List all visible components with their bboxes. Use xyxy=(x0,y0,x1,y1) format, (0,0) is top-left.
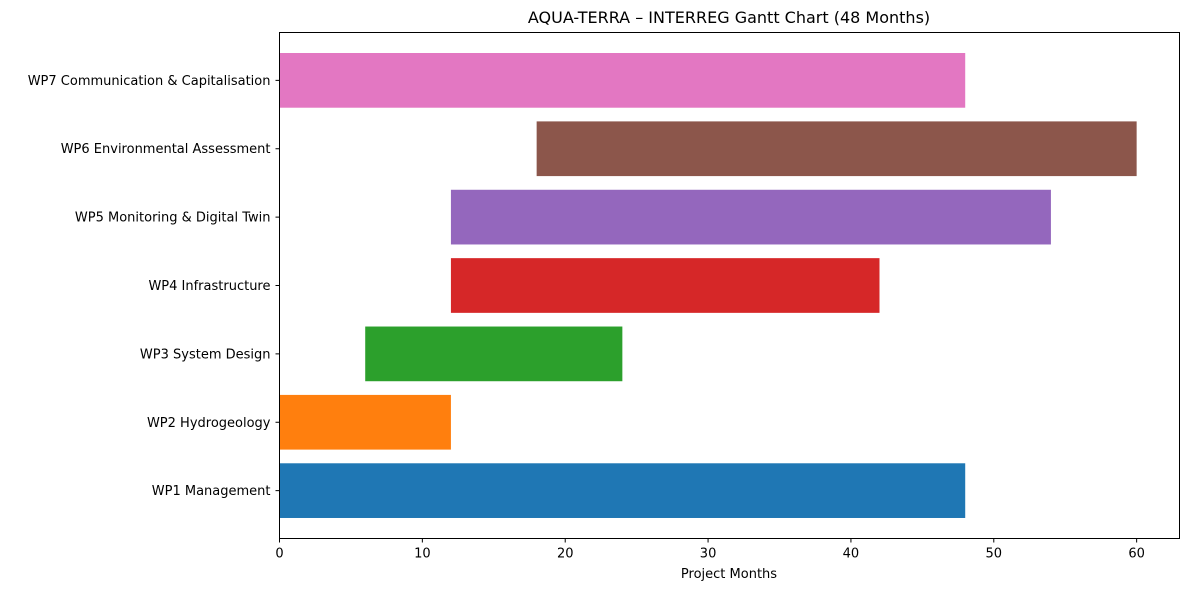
x-tick-label: 50 xyxy=(986,547,1003,562)
bars-layer xyxy=(279,53,1137,518)
bar-wp3 xyxy=(365,326,623,382)
chart-title: AQUA-TERRA – INTERREG Gantt Chart (48 Mo… xyxy=(528,8,930,27)
bar-wp5 xyxy=(450,189,1051,245)
y-tick-label: WP3 System Design xyxy=(140,347,271,362)
bar-wp4 xyxy=(450,258,880,313)
x-tick-label: 20 xyxy=(557,547,574,562)
bar-wp7 xyxy=(279,53,966,108)
plot-frame xyxy=(279,32,1180,539)
x-tick-label: 60 xyxy=(1128,547,1145,562)
y-tick-label: WP1 Management xyxy=(152,484,271,499)
x-tick-label: 0 xyxy=(275,547,283,562)
y-axis: WP1 Management WP2 Hydrogeology WP3 System… xyxy=(28,74,280,499)
bar-wp2 xyxy=(279,394,451,450)
y-tick-label: WP4 Infrastructure xyxy=(148,279,270,294)
x-tick-label: 10 xyxy=(414,547,431,562)
bar-wp6 xyxy=(536,121,1137,177)
y-tick-label: WP2 Hydrogeology xyxy=(147,416,271,431)
y-tick-label: WP5 Monitoring & Digital Twin xyxy=(75,211,271,226)
x-tick-label: 40 xyxy=(843,547,860,562)
y-tick-label: WP7 Communication & Capitalisation xyxy=(28,74,271,89)
x-tick-label: 30 xyxy=(700,547,717,562)
x-axis-label: Project Months xyxy=(681,567,777,582)
x-axis: 0 10 20 30 40 50 60 xyxy=(275,538,1145,562)
y-tick-label: WP6 Environmental Assessment xyxy=(61,142,271,157)
bar-wp1 xyxy=(279,463,966,518)
